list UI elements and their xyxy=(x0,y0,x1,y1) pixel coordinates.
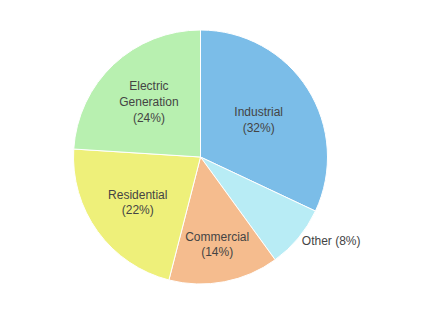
svg-text:Other (8%): Other (8%) xyxy=(302,234,361,248)
svg-text:Industrial(32%): Industrial(32%) xyxy=(234,105,283,135)
svg-text:ElectricGeneration(24%): ElectricGeneration(24%) xyxy=(119,79,178,124)
svg-text:Commercial(14%): Commercial(14%) xyxy=(185,230,249,260)
svg-text:Residential(22%): Residential(22%) xyxy=(108,188,167,218)
